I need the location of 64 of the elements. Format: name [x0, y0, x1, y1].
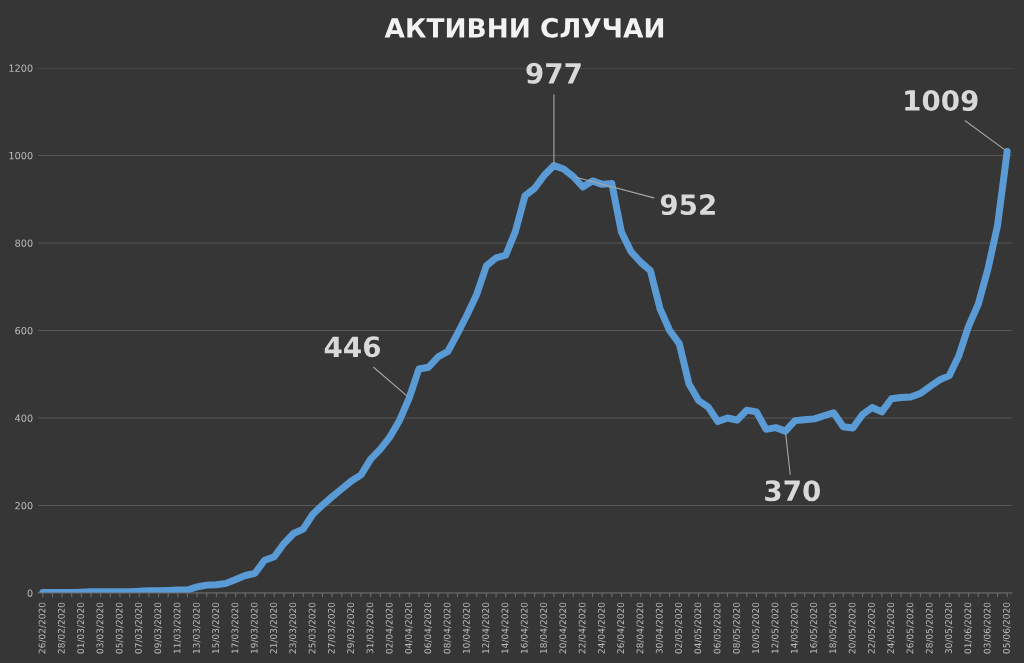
y-tick-label: 1000	[9, 151, 33, 160]
x-tick-label: 22/04/2020	[578, 602, 587, 654]
x-tick-label: 26/05/2020	[906, 602, 915, 654]
x-tick-label: 17/03/2020	[231, 602, 240, 654]
x-tick-label: 06/05/2020	[713, 602, 722, 654]
x-tick-label: 31/03/2020	[366, 602, 375, 654]
x-tick-label: 02/04/2020	[385, 602, 394, 654]
x-tick-label: 07/03/2020	[135, 602, 143, 654]
y-tick-label: 400	[15, 414, 33, 422]
x-tick-label: 02/05/2020	[675, 602, 683, 654]
x-tick-label: 10/05/2020	[752, 602, 760, 654]
x-tick-label: 12/04/2020	[482, 602, 490, 654]
x-tick-label: 30/04/2020	[655, 602, 664, 654]
x-tick-label: 28/02/2020	[57, 602, 66, 654]
x-tick-label: 13/03/2020	[192, 602, 201, 654]
x-tick-label: 08/05/2020	[732, 602, 741, 654]
x-tick-label: 30/05/2020	[945, 602, 953, 654]
x-tick-label: 21/03/2020	[270, 602, 278, 654]
x-tick-label: 26/02/2020	[38, 602, 47, 654]
data-label: 446	[324, 336, 381, 358]
x-tick-label: 20/05/2020	[848, 602, 857, 654]
x-tick-label: 20/04/2020	[559, 602, 567, 654]
x-tick-label: 06/04/2020	[424, 602, 432, 654]
data-label: 952	[660, 194, 715, 216]
x-tick-label: 18/04/2020	[540, 602, 548, 654]
x-tick-label: 16/04/2020	[520, 602, 529, 654]
x-tick-label: 15/03/2020	[212, 602, 220, 654]
x-tick-label: 19/03/2020	[250, 602, 259, 654]
x-tick-label: 23/03/2020	[289, 602, 297, 654]
x-tick-label: 04/05/2020	[694, 602, 702, 654]
x-tick-label: 28/05/2020	[925, 602, 934, 654]
x-tick-label: 27/03/2020	[327, 602, 336, 654]
chart-title: АКТИВНИ СЛУЧАИ	[384, 17, 664, 38]
x-tick-label: 14/05/2020	[790, 602, 799, 654]
x-tick-label: 28/04/2020	[636, 602, 645, 654]
x-tick-label: 22/05/2020	[867, 602, 876, 654]
x-tick-label: 03/03/2020	[96, 602, 105, 654]
x-tick-label: 04/04/2020	[405, 602, 413, 654]
x-tick-label: 14/04/2020	[501, 602, 510, 654]
x-tick-label: 01/03/2020	[77, 602, 85, 654]
y-tick-label: 1200	[9, 64, 33, 72]
x-tick-label: 16/05/2020	[810, 602, 818, 654]
x-tick-label: 26/04/2020	[617, 602, 625, 654]
x-tick-label: 11/03/2020	[173, 602, 182, 654]
x-tick-label: 08/04/2020	[443, 602, 452, 654]
x-tick-label: 24/04/2020	[597, 602, 606, 654]
x-tick-label: 25/03/2020	[308, 602, 317, 654]
x-tick-label: 18/05/2020	[829, 602, 837, 654]
data-label: 1009	[905, 90, 978, 112]
y-tick-label: 200	[15, 501, 33, 510]
x-tick-label: 09/03/2020	[154, 602, 162, 654]
x-tick-label: 12/05/2020	[771, 602, 780, 654]
data-label: 370	[765, 480, 820, 502]
x-tick-label: 01/06/2020	[964, 602, 972, 654]
x-tick-label: 10/04/2020	[462, 602, 471, 654]
x-tick-label: 03/06/2020	[983, 602, 992, 654]
x-tick-label: 05/03/2020	[115, 602, 124, 654]
x-tick-label: 24/05/2020	[887, 602, 895, 654]
x-tick-label: 29/03/2020	[347, 602, 355, 654]
x-tick-label: 05/06/2020	[1002, 602, 1011, 654]
y-tick-label: 600	[15, 326, 33, 335]
data-label: 977	[526, 62, 581, 84]
y-tick-label: 0	[27, 589, 33, 597]
y-tick-label: 800	[15, 239, 33, 247]
